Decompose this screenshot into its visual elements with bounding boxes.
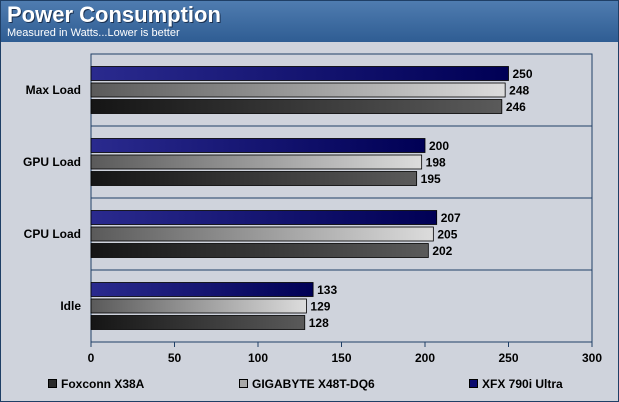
- data-label: 248: [509, 84, 529, 98]
- category-label: Idle: [60, 299, 81, 313]
- legend-label: XFX 790i Ultra: [482, 377, 563, 391]
- legend-swatch: [48, 379, 57, 388]
- bar: [90, 99, 503, 114]
- bar-chart: Max Load 250 248 246 GPU Load 200 198 195 CPU Lo…: [23, 53, 602, 365]
- bar: [90, 282, 314, 297]
- legend-item: XFX 790i Ultra: [469, 377, 563, 391]
- data-label: 250: [513, 67, 533, 81]
- bar: [90, 315, 306, 330]
- bar: [90, 154, 423, 170]
- x-tick-label: 250: [498, 351, 518, 365]
- chart-title: Power Consumption: [7, 2, 221, 27]
- data-label: 200: [429, 139, 449, 153]
- bar: [90, 243, 429, 258]
- category-label: Max Load: [26, 83, 81, 97]
- legend-item: GIGABYTE X48T-DQ6: [239, 377, 375, 391]
- data-label: 207: [441, 211, 461, 225]
- category-label: CPU Load: [24, 227, 81, 241]
- x-tick-label: 0: [88, 351, 95, 365]
- chart-subtitle: Measured in Watts...Lower is better: [7, 27, 180, 39]
- data-label: 198: [426, 156, 446, 170]
- legend-label: Foxconn X38A: [61, 377, 145, 391]
- data-label: 246: [506, 100, 526, 114]
- bar: [90, 171, 418, 186]
- data-label: 128: [309, 316, 329, 330]
- x-tick-label: 150: [331, 351, 351, 365]
- bar: [90, 298, 307, 314]
- bar: [90, 66, 509, 81]
- x-tick-label: 300: [582, 351, 602, 365]
- data-label: 129: [310, 300, 330, 314]
- chart-legend: Foxconn X38A GIGABYTE X48T-DQ6 XFX 790i Ul…: [1, 371, 618, 399]
- legend-swatch: [469, 379, 478, 388]
- x-tick-label: 50: [168, 351, 182, 365]
- x-tick-label: 100: [248, 351, 268, 365]
- data-label: 205: [437, 228, 457, 242]
- legend-label: GIGABYTE X48T-DQ6: [252, 377, 375, 391]
- legend-item: Foxconn X38A: [48, 377, 144, 391]
- data-label: 133: [317, 283, 337, 297]
- bar: [90, 138, 426, 153]
- bar: [90, 210, 438, 225]
- bar: [90, 226, 434, 242]
- x-tick-label: 200: [415, 351, 435, 365]
- legend-swatch: [239, 379, 248, 388]
- data-label: 202: [432, 244, 452, 258]
- bar: [90, 82, 506, 98]
- chart-header: Power Consumption Measured in Watts...Lo…: [1, 1, 618, 42]
- category-label: GPU Load: [23, 155, 81, 169]
- data-label: 195: [421, 172, 441, 186]
